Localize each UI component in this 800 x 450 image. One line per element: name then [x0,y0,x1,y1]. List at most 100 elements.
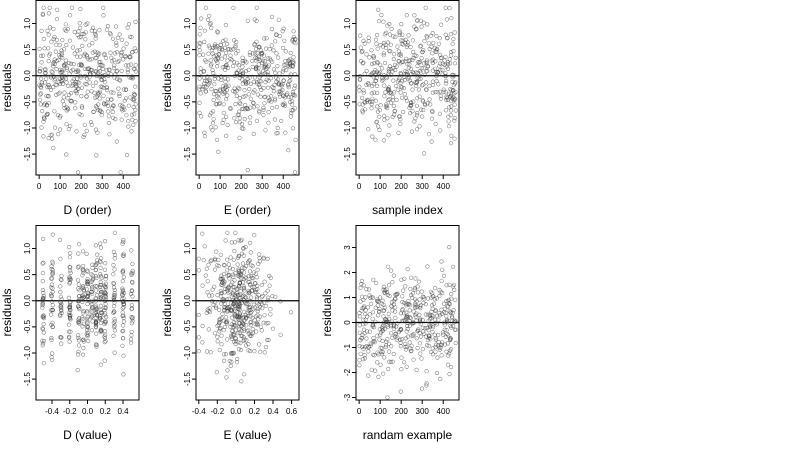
scatter-point [49,132,55,137]
scatter-point [422,39,427,44]
scatter-point [108,72,113,77]
scatter-point [213,304,218,309]
scatter-point [229,359,234,365]
scatter-point [432,297,437,302]
scatter-point [444,17,450,22]
scatter-point [124,113,129,118]
scatter-point [430,30,435,36]
scatter-point [226,285,231,290]
scatter-point [199,16,204,21]
scatter-point [59,50,64,56]
scatter-point [238,72,243,78]
scatter-point [261,105,266,110]
scatter-point [96,102,101,107]
scatter-point [257,78,262,84]
scatter-point [60,81,66,86]
scatter-point [421,82,426,87]
scatter-point [390,94,396,100]
scatter-point [366,127,371,132]
scatter-point [54,42,59,47]
scatter-point [63,76,69,81]
scatter-point [391,56,396,62]
scatter-point [57,115,62,120]
residual-chart-2: 0 100 200 300 400-1.5-1.0-0.50.00.51.0E (ord… [160,0,300,217]
scatter-point [212,76,217,82]
scatter-point [68,98,73,103]
scatter-point [93,31,98,37]
scatter-point [424,381,429,386]
scatter-point [368,72,373,78]
scatter-point [202,134,207,139]
scatter-point [449,347,454,352]
scatter-point [453,90,458,95]
scatter-point [102,52,107,58]
scatter-point [133,102,138,107]
scatter-point [103,281,109,287]
scatter-point [251,270,256,275]
scatter-point [109,105,115,110]
scatter-point [274,32,279,37]
scatter-point [102,334,107,339]
scatter-point [400,95,405,100]
scatter-point [51,26,56,32]
scatter-point [97,285,103,290]
scatter-point [102,358,107,363]
scatter-point [232,240,238,245]
scatter-point [373,137,378,142]
scatter-point [430,79,436,84]
scatter-point [254,321,259,326]
scatter-point [201,52,206,57]
scatter-point [288,78,293,83]
scatter-point [202,81,207,86]
scatter-point [360,95,365,100]
scatter-point [218,294,224,299]
scatter-point [103,320,108,325]
scatter-point [223,23,228,28]
y-tick-label: -1.0 [183,346,192,360]
scatter-point [387,293,392,299]
scatter-point [375,333,380,338]
scatter-point [371,75,376,80]
scatter-point [67,314,73,319]
scatter-point [292,83,298,88]
scatter-point [363,321,368,326]
scatter-point [444,78,449,83]
scatter-point [210,293,215,298]
scatter-point [430,90,435,95]
scatter-point [453,319,458,324]
scatter-point [220,311,225,317]
scatter-point [41,330,46,335]
scatter-point [418,76,423,81]
scatter-point [230,266,235,272]
scatter-point [59,79,64,84]
scatter-point [402,74,407,79]
scatter-point [433,90,438,95]
scatter-point [422,72,428,77]
scatter-point [261,320,266,325]
scatter-point [94,344,99,349]
scatter-point [414,79,420,84]
scatter-point [361,327,367,332]
scatter-point [103,291,108,296]
scatter-point [76,282,81,287]
scatter-point [206,262,211,267]
scatter-point [93,268,98,273]
scatter-point [251,90,256,95]
scatter-point [104,68,109,73]
scatter-point [96,59,102,65]
scatter-point [112,328,117,333]
scatter-point [79,113,84,118]
scatter-points [40,230,135,377]
scatter-point [237,304,242,309]
scatter-point [435,70,440,75]
scatter-point [391,351,396,357]
scatter-point [98,272,103,277]
scatter-point [375,32,380,38]
scatter-point [39,28,44,34]
scatter-point [92,90,97,95]
scatter-point [442,320,447,325]
scatter-point [111,295,116,301]
scatter-point [263,79,268,85]
scatter-point [261,68,266,74]
scatter-point [214,370,219,375]
